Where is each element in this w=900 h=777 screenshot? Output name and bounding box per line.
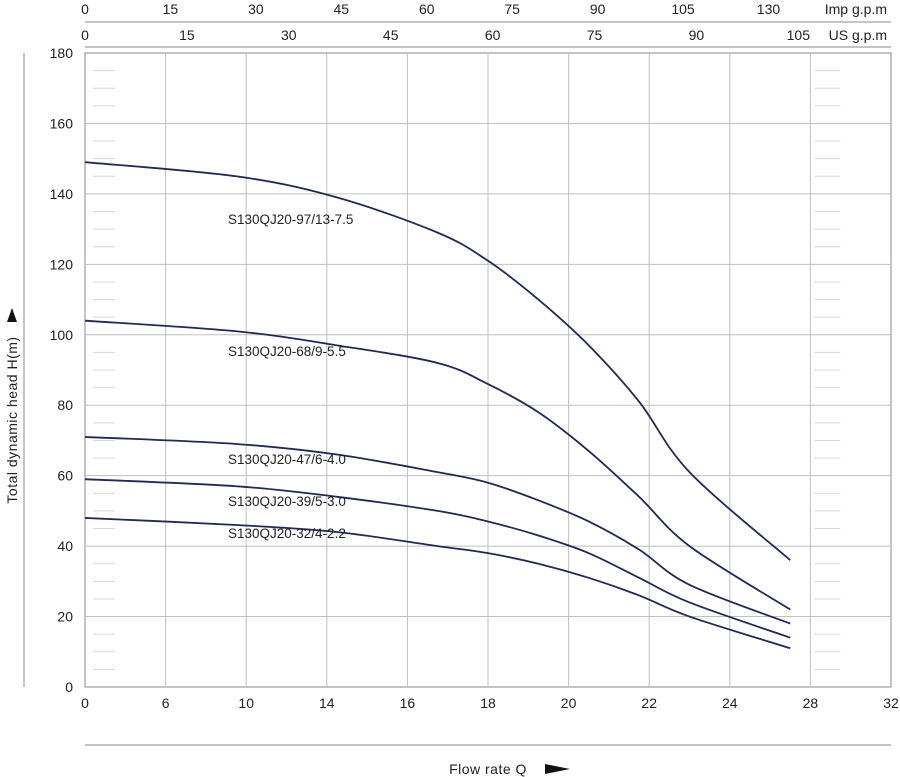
x-tick-labels: 0 6 10 14 16 18 20 22 24 28 32: [81, 695, 899, 711]
top-tick-label: 0: [81, 1, 89, 17]
curve-label: S130QJ20-32/4-2.2: [228, 526, 346, 541]
y-tick-label: 40: [57, 538, 73, 554]
top-tick-label: 105: [787, 27, 811, 43]
top-tick-label: 130: [757, 1, 781, 17]
x-tick-label: 22: [641, 695, 657, 711]
top-tick-label: 60: [419, 1, 435, 17]
y-tick-label: 80: [57, 397, 73, 413]
x-tick-label: 14: [319, 695, 335, 711]
top-tick-label: 45: [383, 27, 399, 43]
curve-S130QJ20-39/5-3.0: [84, 478, 791, 639]
y-axis-arrow-icon: [7, 308, 17, 322]
y-tick-label: 20: [57, 609, 73, 625]
top-tick-label: 90: [590, 1, 606, 17]
y-tick-label: 140: [50, 186, 74, 202]
top-tick-label: 15: [179, 27, 195, 43]
curve-label: S130QJ20-47/6-4.0: [228, 452, 346, 467]
curve-S130QJ20-68/9-5.5: [84, 319, 791, 611]
top-tick-label: 90: [689, 27, 705, 43]
top-tick-label: 30: [248, 1, 264, 17]
x-tick-label: 16: [400, 695, 416, 711]
curve-labels: S130QJ20-97/13-7.5 S130QJ20-68/9-5.5 S130Q…: [228, 212, 353, 541]
x-tick-label: 24: [722, 695, 738, 711]
y-tick-label: 100: [50, 327, 74, 343]
x-tick-label: 20: [561, 695, 577, 711]
top-tick-label: 0: [81, 27, 89, 43]
x-tick-label: 0: [81, 695, 89, 711]
y-tick-label: 120: [50, 256, 74, 272]
top-tick-label: 75: [504, 1, 520, 17]
x-axis-label: Flow rate Q: [449, 761, 527, 777]
x-axis-arrow-icon: [545, 764, 570, 774]
y-tick-label: 60: [57, 468, 73, 484]
x-tick-label: 18: [480, 695, 496, 711]
curve-label: S130QJ20-68/9-5.5: [228, 344, 346, 359]
y-tick-label: 160: [50, 115, 74, 131]
curve-S130QJ20-97/13-7.5: [84, 161, 791, 561]
top-tick-label: 105: [671, 1, 695, 17]
top-tick-label: 75: [587, 27, 603, 43]
minor-ticks: [93, 70, 841, 670]
y-tick-label: 180: [50, 45, 74, 61]
curve-label: S130QJ20-97/13-7.5: [228, 212, 353, 227]
curve-S130QJ20-32/4-2.2: [84, 517, 791, 650]
top-tick-labels: 0 15 30 45 60 75 90 105 130 Imp g.p.m0 15 30 45 60 75 9…: [81, 1, 887, 43]
top-tick-label: 15: [163, 1, 179, 17]
top-axis-unit: US g.p.m: [829, 27, 887, 43]
top-tick-label: 30: [281, 27, 297, 43]
x-tick-label: 28: [803, 695, 819, 711]
curve-S130QJ20-47/6-4.0: [84, 436, 791, 625]
grid: [85, 53, 891, 687]
x-tick-label: 6: [162, 695, 170, 711]
curves: [84, 161, 791, 650]
top-tick-label: 45: [334, 1, 350, 17]
y-axis-label: Total dynamic head H(m): [4, 336, 20, 503]
y-tick-labels: 0 20 40 60 80 100 120 140 160 180: [50, 45, 74, 695]
x-tick-label: 10: [238, 695, 254, 711]
top-axis-unit: Imp g.p.m: [825, 1, 887, 17]
curve-label: S130QJ20-39/5-3.0: [228, 494, 346, 509]
top-tick-label: 60: [485, 27, 501, 43]
y-tick-label: 0: [65, 679, 73, 695]
x-tick-label: 32: [883, 695, 899, 711]
